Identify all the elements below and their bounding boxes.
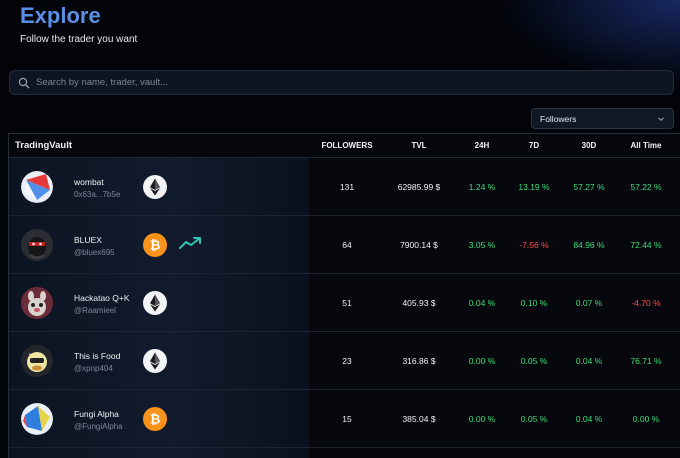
header-7d[interactable]: 7D bbox=[528, 141, 540, 150]
trend-up-icon bbox=[179, 236, 203, 250]
table-row[interactable]: BLUEX @bluex695 ₿ 64 7900.14 $ 3.05 % -7.56 % 8… bbox=[9, 216, 680, 274]
cell-h24: 0.00 % bbox=[468, 414, 496, 424]
sort-select-value: Followers bbox=[540, 113, 577, 124]
cell-followers: 15 bbox=[342, 414, 352, 424]
svg-text:₿: ₿ bbox=[150, 413, 161, 428]
trader-handle: @Raamieel bbox=[74, 306, 116, 315]
cell-tvl: 405.93 $ bbox=[402, 298, 436, 308]
table-row[interactable]: Fungi Alpha @FungiAlpha ₿ 15 385.04 $ 0.00 % 0… bbox=[9, 390, 680, 448]
trader-handle: @bluex695 bbox=[74, 248, 115, 257]
chevron-down-icon bbox=[658, 116, 664, 121]
btc-icon: ₿ bbox=[143, 233, 167, 257]
trader-name[interactable]: Hackatao Q+K bbox=[74, 293, 130, 303]
cell-followers: 131 bbox=[339, 182, 355, 192]
cell-d7: 13.19 % bbox=[518, 182, 550, 192]
table-row[interactable]: wombat 0x63a...7b5e 131 62985.99 $ 1.24 % 13.… bbox=[9, 158, 680, 216]
trader-name[interactable]: Fungi Alpha bbox=[74, 409, 119, 419]
page-title: Explore bbox=[20, 3, 101, 28]
cell-d7: 0.10 % bbox=[520, 298, 548, 308]
btc-icon: ₿ bbox=[143, 407, 167, 431]
search-bar[interactable] bbox=[9, 70, 674, 95]
trader-avatar[interactable] bbox=[21, 345, 53, 377]
page-subtitle: Follow the trader you want bbox=[20, 34, 138, 45]
cell-all: 72.44 % bbox=[630, 240, 662, 250]
eth-icon bbox=[143, 349, 167, 373]
trader-handle: @xpnp404 bbox=[74, 364, 113, 373]
trader-name[interactable]: This is Food bbox=[74, 351, 121, 361]
header-all-time[interactable]: All Time bbox=[630, 141, 662, 150]
cell-h24: 0.00 % bbox=[468, 356, 496, 366]
cell-h24: 3.05 % bbox=[468, 240, 496, 250]
cell-d7: -7.56 % bbox=[519, 240, 549, 250]
table-header: TradingVault FOLLOWERS TVL 24H 7D 30D Al… bbox=[9, 134, 680, 158]
cell-d30: 0.04 % bbox=[575, 414, 603, 424]
cell-followers: 64 bbox=[342, 240, 352, 250]
traders-table: TradingVault FOLLOWERS TVL 24H 7D 30D Al… bbox=[8, 133, 680, 458]
cell-all: 57.22 % bbox=[630, 182, 662, 192]
cell-all: 76.71 % bbox=[630, 356, 662, 366]
trader-avatar[interactable] bbox=[21, 287, 53, 319]
cell-all: 0.00 % bbox=[632, 414, 660, 424]
search-icon bbox=[18, 77, 30, 88]
trader-avatar[interactable] bbox=[21, 229, 53, 261]
cell-h24: 0.04 % bbox=[468, 298, 496, 308]
eth-icon bbox=[143, 175, 167, 199]
cell-tvl: 316.86 $ bbox=[402, 356, 436, 366]
trader-handle: 0x63a...7b5e bbox=[74, 190, 121, 199]
trader-name[interactable]: wombat bbox=[74, 177, 104, 187]
trader-name[interactable]: BLUEX bbox=[74, 235, 102, 245]
cell-d30: 57.27 % bbox=[573, 182, 605, 192]
trader-avatar[interactable] bbox=[21, 171, 53, 203]
cell-d7: 0.05 % bbox=[520, 414, 548, 424]
cell-d30: 84.96 % bbox=[573, 240, 605, 250]
table-row[interactable]: Hackatao Q+K @Raamieel 51 405.93 $ 0.04 % 0.1… bbox=[9, 274, 680, 332]
svg-text:₿: ₿ bbox=[150, 239, 161, 254]
search-input[interactable] bbox=[36, 77, 656, 88]
cell-d30: 0.04 % bbox=[575, 356, 603, 366]
cell-followers: 51 bbox=[342, 298, 352, 308]
cell-d30: 0.07 % bbox=[575, 298, 603, 308]
trader-avatar[interactable] bbox=[21, 403, 53, 435]
header-tvl[interactable]: TVL bbox=[411, 141, 427, 150]
trader-handle: @FungiAlpha bbox=[74, 422, 123, 431]
cell-tvl: 7900.14 $ bbox=[400, 240, 438, 250]
header-30d[interactable]: 30D bbox=[581, 141, 597, 150]
cell-d7: 0.05 % bbox=[520, 356, 548, 366]
eth-icon bbox=[143, 291, 167, 315]
cell-followers: 23 bbox=[342, 356, 352, 366]
cell-tvl: 385.04 $ bbox=[402, 414, 436, 424]
cell-tvl: 62985.99 $ bbox=[397, 182, 441, 192]
sort-select[interactable]: Followers bbox=[531, 108, 674, 129]
cell-h24: 1.24 % bbox=[468, 182, 496, 192]
table-row[interactable]: This is Food @xpnp404 23 316.86 $ 0.00 % 0.05… bbox=[9, 332, 680, 390]
header-followers[interactable]: FOLLOWERS bbox=[321, 141, 373, 150]
header-tradingvault[interactable]: TradingVault bbox=[15, 140, 73, 151]
header-24h[interactable]: 24H bbox=[474, 141, 490, 150]
cell-all: -4.70 % bbox=[631, 298, 661, 308]
